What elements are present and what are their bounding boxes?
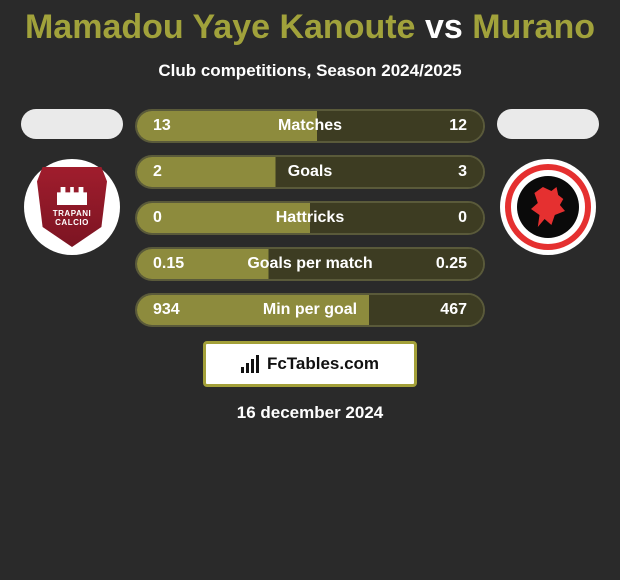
- stat-bar: 934Min per goal467: [135, 293, 485, 327]
- stat-label: Goals per match: [203, 255, 417, 273]
- stat-left-value: 0.15: [153, 255, 203, 273]
- stat-right-value: 12: [417, 117, 467, 135]
- date-label: 16 december 2024: [237, 403, 384, 423]
- badge-text-2: CALCIO: [55, 218, 89, 227]
- stat-label: Goals: [203, 163, 417, 181]
- brand-text: FcTables.com: [267, 354, 379, 374]
- badge-text-1: TRAPANI: [53, 209, 91, 218]
- player1-name: Mamadou Yaye Kanoute: [25, 8, 416, 46]
- player1-club-badge: TRAPANI CALCIO: [24, 159, 120, 255]
- foggia-core-icon: [517, 176, 579, 238]
- bar-chart-icon: [241, 355, 259, 373]
- stat-bar: 0Hattricks0: [135, 201, 485, 235]
- main-row: TRAPANI CALCIO 13Matches12 2Goals3 0Hattri…: [10, 109, 610, 327]
- page-title: Mamadou Yaye Kanoute vs Murano: [25, 8, 595, 47]
- player2-photo: [497, 109, 599, 139]
- comparison-card: Mamadou Yaye Kanoute vs Murano Club comp…: [0, 0, 620, 423]
- stat-left-value: 13: [153, 117, 203, 135]
- castle-icon: [57, 187, 87, 205]
- stat-bar: 13Matches12: [135, 109, 485, 143]
- stat-label: Hattricks: [203, 209, 417, 227]
- stat-right-value: 467: [417, 301, 467, 319]
- stats-column: 13Matches12 2Goals3 0Hattricks0 0.15Goals p…: [135, 109, 485, 327]
- vs-label: vs: [425, 8, 463, 46]
- stat-left-value: 0: [153, 209, 203, 227]
- right-column: [493, 109, 603, 255]
- stat-left-value: 934: [153, 301, 203, 319]
- player2-club-badge: [500, 159, 596, 255]
- stat-right-value: 0.25: [417, 255, 467, 273]
- player2-name: Murano: [472, 8, 595, 46]
- stat-right-value: 0: [417, 209, 467, 227]
- stat-bar: 2Goals3: [135, 155, 485, 189]
- trapani-shield-icon: TRAPANI CALCIO: [37, 167, 107, 247]
- brand-box[interactable]: FcTables.com: [203, 341, 417, 387]
- foggia-figure-icon: [531, 187, 565, 227]
- stat-label: Min per goal: [203, 301, 417, 319]
- left-column: TRAPANI CALCIO: [17, 109, 127, 255]
- player1-photo: [21, 109, 123, 139]
- subtitle: Club competitions, Season 2024/2025: [158, 61, 461, 81]
- stat-bar: 0.15Goals per match0.25: [135, 247, 485, 281]
- stat-label: Matches: [203, 117, 417, 135]
- stat-left-value: 2: [153, 163, 203, 181]
- stat-right-value: 3: [417, 163, 467, 181]
